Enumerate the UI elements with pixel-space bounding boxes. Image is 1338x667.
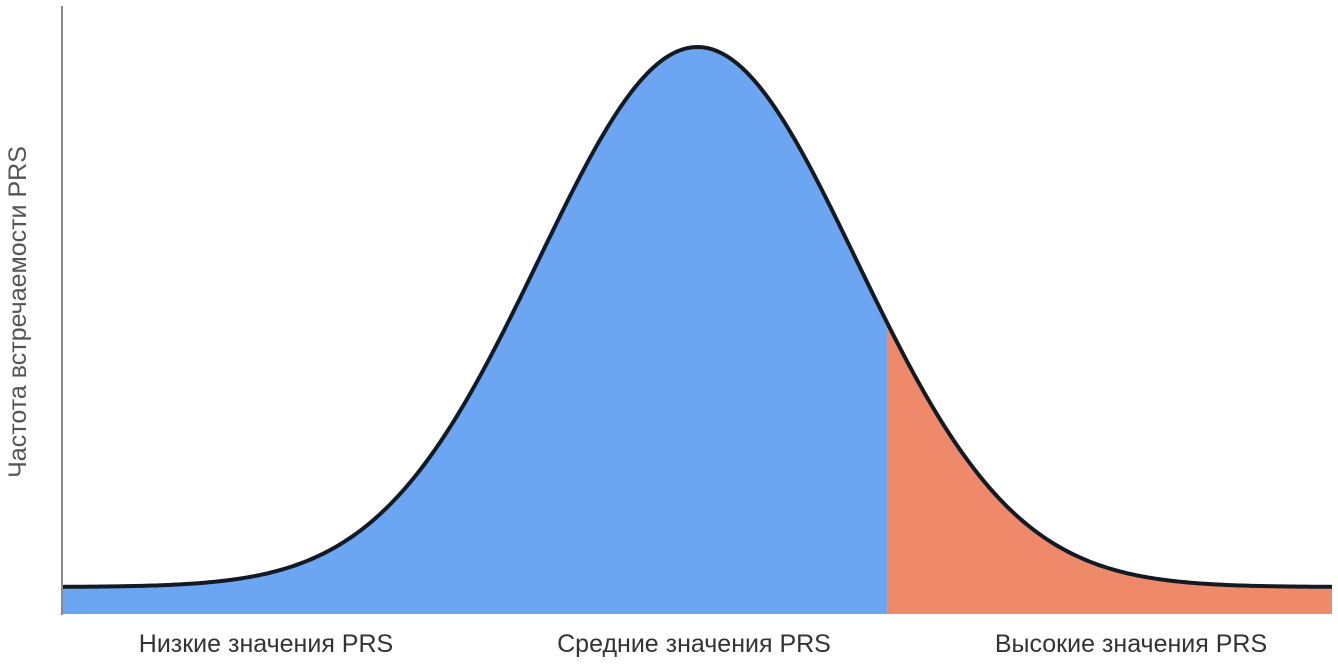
x-category-label: Средние значения PRS — [557, 630, 831, 658]
region-area-2 — [887, 324, 1332, 614]
x-category-label: Высокие значения PRS — [995, 630, 1267, 658]
x-category-label: Низкие значения PRS — [139, 630, 393, 658]
region-area-1 — [63, 47, 888, 614]
distribution-curve — [62, 45, 1333, 589]
chart-areas — [63, 47, 1332, 614]
y-axis-label: Частота встречаемости PRS — [4, 146, 32, 478]
x-axis-labels: Низкие значения PRS Средние значения PRS В… — [139, 630, 1267, 658]
